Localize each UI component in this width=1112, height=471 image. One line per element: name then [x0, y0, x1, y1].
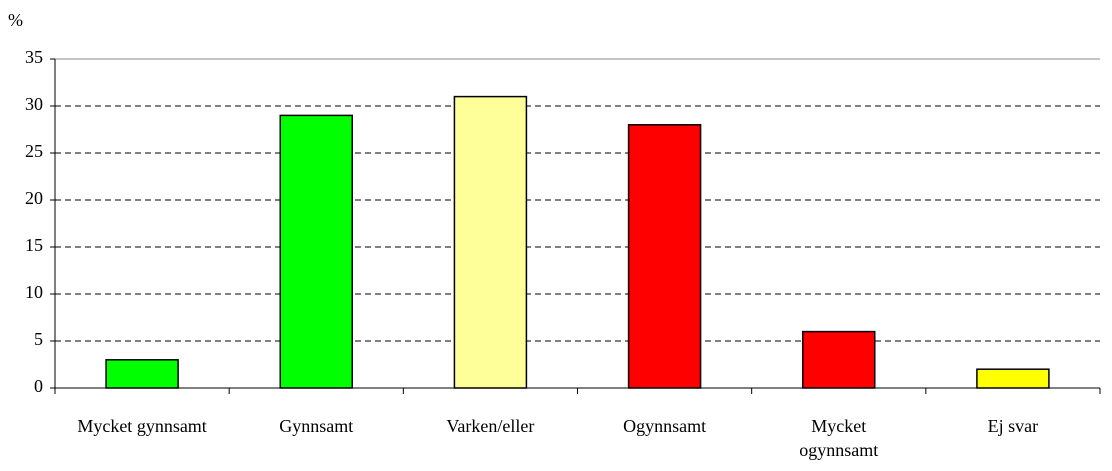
y-tick-label: 10	[25, 282, 43, 302]
x-tick-label: Ej svar	[987, 416, 1039, 436]
y-axis-label: %	[8, 10, 23, 30]
bar	[802, 330, 876, 389]
bar	[453, 95, 528, 389]
x-tick-label: Gynnsamt	[279, 416, 354, 436]
y-tick-label: 0	[34, 376, 43, 396]
bar	[279, 114, 353, 389]
bar	[976, 368, 1050, 389]
y-tick-label: 15	[25, 235, 43, 255]
y-tick-label: 5	[34, 329, 43, 349]
y-tick-label: 20	[25, 188, 43, 208]
x-tick-label: Varken/eller	[446, 416, 535, 436]
x-tick-label: Mycket gynnsamt	[77, 416, 207, 436]
y-tick-label: 35	[25, 47, 43, 67]
x-tick-label: Ogynnsamt	[623, 416, 707, 436]
y-tick-label: 25	[25, 141, 43, 161]
x-tick-label: Mycket ogynnsamt	[799, 416, 879, 460]
bar	[627, 124, 702, 389]
y-tick-label: 30	[25, 94, 43, 114]
bar	[105, 359, 179, 389]
